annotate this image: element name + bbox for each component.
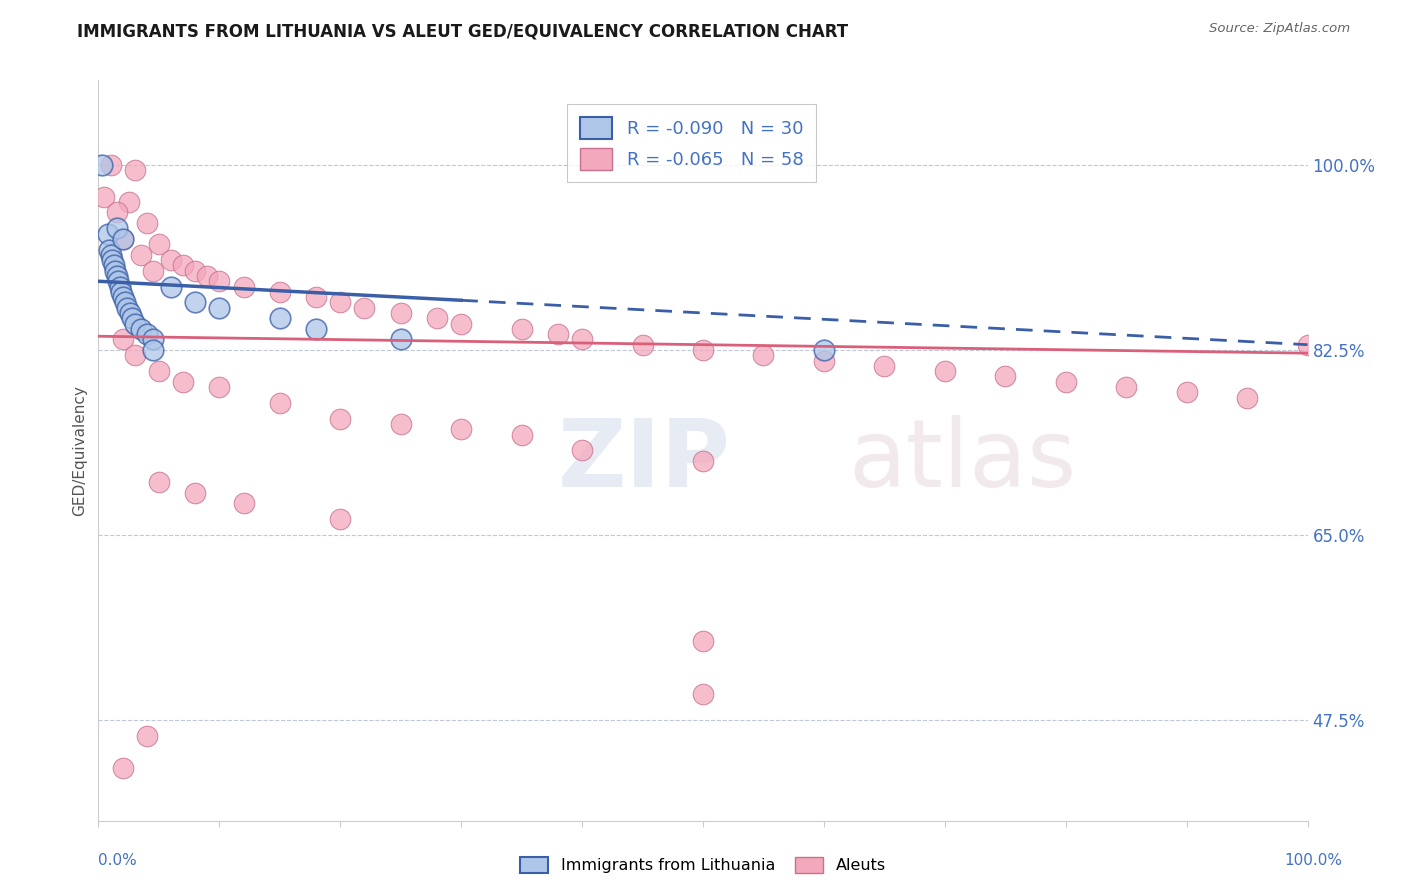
Point [426, 311, 449, 326]
Point [184, 263, 207, 277]
Point [1296, 337, 1319, 351]
Point [571, 443, 593, 458]
Point [389, 306, 412, 320]
Legend: Immigrants from Lithuania, Aleuts: Immigrants from Lithuania, Aleuts [513, 850, 893, 880]
Point [124, 317, 146, 331]
Point [813, 343, 835, 357]
Point [172, 259, 194, 273]
Point [142, 343, 165, 357]
Point [160, 253, 183, 268]
Point [117, 301, 139, 315]
Point [353, 301, 375, 315]
Point [329, 512, 352, 526]
Point [510, 322, 533, 336]
Point [135, 216, 157, 230]
Point [111, 761, 134, 775]
Point [329, 295, 352, 310]
Point [97, 227, 120, 241]
Point [110, 285, 132, 299]
Point [91, 158, 114, 172]
Point [148, 475, 170, 490]
Point [208, 380, 231, 394]
Point [124, 163, 146, 178]
Point [232, 496, 254, 510]
Text: Source: ZipAtlas.com: Source: ZipAtlas.com [1209, 22, 1350, 36]
Y-axis label: GED/Equivalency: GED/Equivalency [72, 385, 87, 516]
Point [172, 375, 194, 389]
Point [129, 248, 152, 262]
Point [269, 396, 291, 410]
Text: 100.0%: 100.0% [1285, 854, 1343, 868]
Point [93, 189, 115, 203]
Point [232, 279, 254, 293]
Point [184, 485, 207, 500]
Point [148, 237, 170, 252]
Point [160, 279, 183, 293]
Point [547, 327, 569, 342]
Point [114, 295, 136, 310]
Point [1054, 375, 1077, 389]
Point [208, 301, 231, 315]
Point [100, 248, 122, 262]
Point [208, 274, 231, 288]
Point [104, 263, 127, 277]
Text: ZIP: ZIP [558, 415, 731, 507]
Point [111, 232, 134, 246]
Point [142, 263, 165, 277]
Point [389, 332, 412, 346]
Legend: R = -0.090   N = 30, R = -0.065   N = 58: R = -0.090 N = 30, R = -0.065 N = 58 [567, 104, 815, 183]
Point [105, 205, 128, 219]
Point [692, 454, 714, 468]
Point [111, 290, 134, 304]
Point [148, 364, 170, 378]
Point [1115, 380, 1137, 394]
Point [329, 411, 352, 425]
Point [98, 243, 121, 257]
Point [105, 268, 128, 283]
Point [692, 687, 714, 701]
Point [118, 194, 141, 209]
Point [450, 422, 472, 436]
Point [100, 253, 122, 268]
Point [103, 259, 125, 273]
Point [752, 348, 775, 362]
Point [1175, 385, 1198, 400]
Point [142, 332, 165, 346]
Point [107, 274, 129, 288]
Point [813, 353, 835, 368]
Point [269, 285, 291, 299]
Point [571, 332, 593, 346]
Point [118, 306, 141, 320]
Text: atlas: atlas [848, 415, 1077, 507]
Point [873, 359, 896, 373]
Point [111, 332, 134, 346]
Point [184, 295, 207, 310]
Point [934, 364, 956, 378]
Point [1236, 391, 1258, 405]
Point [305, 290, 328, 304]
Point [100, 158, 122, 172]
Point [111, 232, 134, 246]
Point [105, 221, 128, 235]
Point [135, 729, 157, 743]
Point [269, 311, 291, 326]
Point [994, 369, 1017, 384]
Point [121, 311, 143, 326]
Point [135, 327, 157, 342]
Point [124, 348, 146, 362]
Point [631, 337, 654, 351]
Point [389, 417, 412, 431]
Point [692, 343, 714, 357]
Point [129, 322, 152, 336]
Point [450, 317, 472, 331]
Text: 0.0%: 0.0% [98, 854, 138, 868]
Point [195, 268, 218, 283]
Point [108, 279, 131, 293]
Point [510, 427, 533, 442]
Point [305, 322, 328, 336]
Text: IMMIGRANTS FROM LITHUANIA VS ALEUT GED/EQUIVALENCY CORRELATION CHART: IMMIGRANTS FROM LITHUANIA VS ALEUT GED/E… [77, 22, 848, 40]
Point [692, 633, 714, 648]
